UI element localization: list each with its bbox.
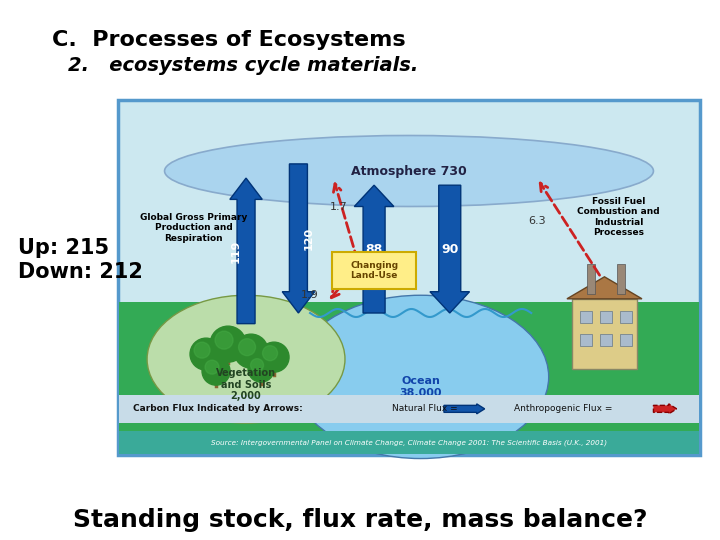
Text: Fossil Fuel
Combustion and
Industrial
Processes: Fossil Fuel Combustion and Industrial Pr…: [577, 197, 660, 237]
Text: Ocean
38,000: Ocean 38,000: [400, 376, 442, 397]
FancyArrow shape: [354, 185, 394, 313]
Text: 2.   ecosystems cycle materials.: 2. ecosystems cycle materials.: [68, 56, 418, 75]
Circle shape: [238, 339, 256, 356]
Text: 90: 90: [441, 242, 459, 255]
Text: 120: 120: [303, 227, 313, 250]
Text: Source: Intergovernmental Panel on Climate Change, Climate Change 2001: The Scie: Source: Intergovernmental Panel on Clima…: [211, 439, 607, 446]
Ellipse shape: [165, 136, 654, 206]
FancyArrow shape: [444, 404, 485, 414]
FancyArrow shape: [230, 178, 262, 323]
FancyBboxPatch shape: [119, 395, 699, 423]
Circle shape: [202, 357, 230, 385]
Text: C.  Processes of Ecosystems: C. Processes of Ecosystems: [52, 30, 405, 50]
Ellipse shape: [147, 295, 345, 423]
Circle shape: [234, 334, 268, 368]
FancyBboxPatch shape: [572, 299, 637, 369]
Text: Vegetation
and Soils
2,000: Vegetation and Soils 2,000: [216, 368, 276, 401]
FancyBboxPatch shape: [119, 431, 699, 454]
FancyBboxPatch shape: [580, 311, 592, 323]
Circle shape: [194, 342, 210, 358]
FancyBboxPatch shape: [617, 264, 625, 294]
Circle shape: [259, 342, 289, 372]
Circle shape: [190, 338, 222, 370]
Text: Natural Flux =: Natural Flux =: [392, 404, 457, 413]
FancyArrow shape: [430, 185, 469, 313]
FancyBboxPatch shape: [600, 311, 612, 323]
Circle shape: [215, 331, 233, 349]
FancyArrow shape: [654, 404, 677, 414]
Ellipse shape: [292, 295, 549, 458]
Circle shape: [251, 359, 264, 372]
Circle shape: [248, 356, 274, 382]
FancyBboxPatch shape: [620, 334, 632, 346]
Text: Down: 212: Down: 212: [18, 262, 143, 282]
Text: Carbon Flux Indicated by Arrows:: Carbon Flux Indicated by Arrows:: [133, 404, 302, 413]
Circle shape: [205, 360, 219, 374]
Text: 88: 88: [366, 242, 383, 255]
FancyBboxPatch shape: [620, 311, 632, 323]
Polygon shape: [567, 277, 642, 299]
FancyBboxPatch shape: [580, 334, 592, 346]
Text: 119: 119: [231, 239, 241, 262]
Text: Global Gross Primary
Production and
Respiration: Global Gross Primary Production and Resp…: [140, 213, 248, 242]
Text: 1.9: 1.9: [301, 291, 319, 300]
Text: Changing
Land-Use: Changing Land-Use: [350, 261, 398, 280]
Text: Standing stock, flux rate, mass balance?: Standing stock, flux rate, mass balance?: [73, 508, 647, 532]
FancyBboxPatch shape: [600, 334, 612, 346]
FancyBboxPatch shape: [587, 264, 595, 294]
FancyBboxPatch shape: [333, 252, 416, 289]
Circle shape: [210, 326, 246, 362]
Text: 1.7: 1.7: [330, 201, 348, 212]
FancyArrow shape: [282, 164, 315, 313]
Text: 6.3: 6.3: [528, 215, 546, 226]
Text: Atmosphere 730: Atmosphere 730: [351, 165, 467, 178]
Text: Up: 215: Up: 215: [18, 238, 109, 258]
FancyBboxPatch shape: [119, 302, 699, 454]
Text: Anthropogenic Flux =: Anthropogenic Flux =: [514, 404, 612, 413]
Circle shape: [263, 346, 277, 361]
FancyBboxPatch shape: [118, 100, 700, 455]
